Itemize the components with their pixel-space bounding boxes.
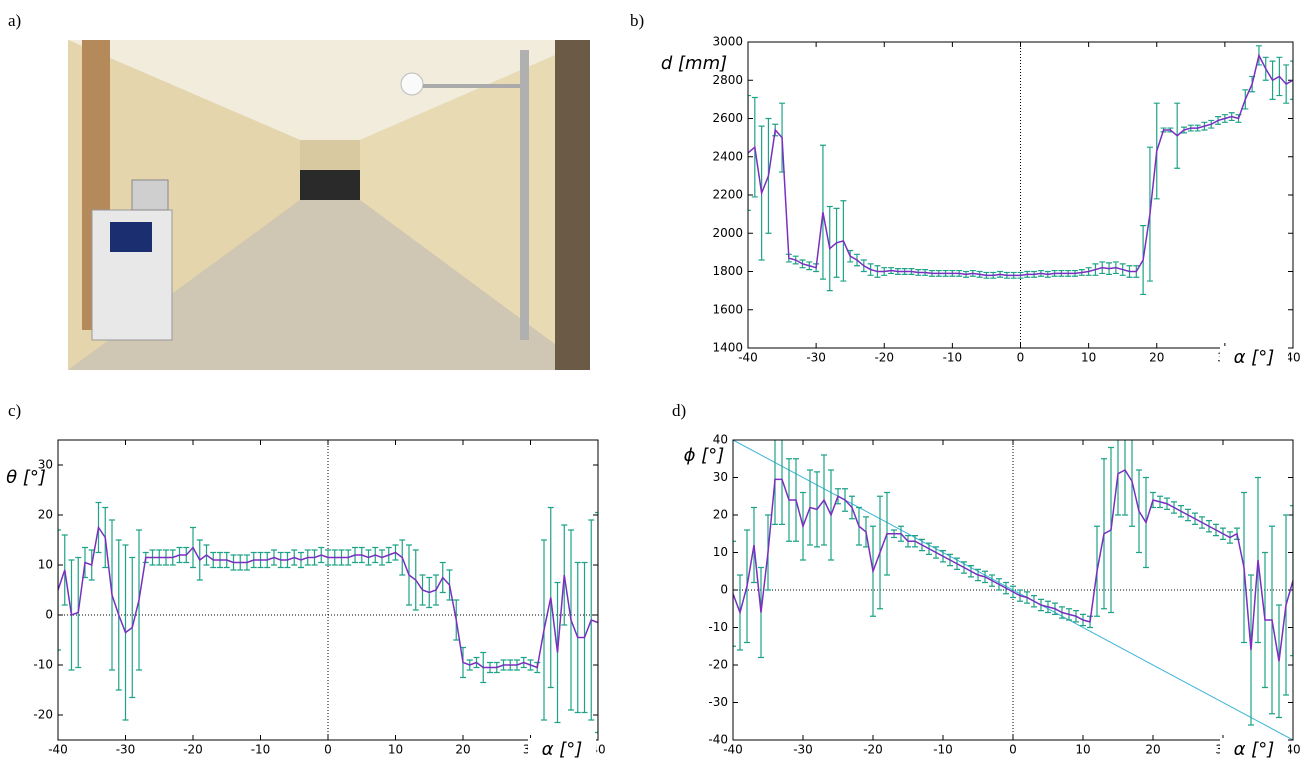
y-axis-label: θ [°] (6, 467, 46, 488)
floor (68, 200, 590, 370)
photo (68, 40, 590, 370)
x-label-bg (1220, 346, 1288, 368)
y-tick-label: 2000 (712, 226, 743, 240)
x-tick-label: -10 (251, 743, 271, 757)
x-tick-label: 10 (1075, 743, 1090, 757)
data-line (733, 469, 1293, 662)
stand (520, 50, 529, 340)
y-tick-label: 10 (713, 545, 728, 559)
elevator (555, 40, 590, 370)
x-tick-label: 0 (1017, 351, 1025, 365)
y-tick-label: 10 (38, 558, 53, 572)
plot-frame (747, 41, 1294, 349)
x-tick-label: 0 (1009, 743, 1017, 757)
y-tick-label: 0 (720, 583, 728, 597)
error-bar (748, 94, 751, 211)
y-tick-label: -30 (708, 695, 728, 709)
laptop (110, 222, 152, 252)
x-tick-label: 0 (324, 743, 332, 757)
x-tick-label: 10 (1081, 351, 1096, 365)
panel-label: d) (672, 401, 686, 420)
y-tick-label: 2200 (712, 188, 743, 202)
error-bar (1290, 60, 1293, 100)
far-window (300, 170, 360, 200)
x-axis-label: α [°] (542, 739, 583, 760)
panel-label: a) (8, 11, 21, 30)
right-wall (360, 40, 590, 370)
y-axis-label: ϕ [°] (684, 445, 725, 466)
y-tick-label: 2800 (712, 73, 743, 87)
ceiling (68, 40, 590, 140)
y-tick-label: 20 (38, 508, 53, 522)
data-line (748, 53, 1293, 277)
y-tick-label: -10 (708, 620, 728, 634)
plot-area (748, 42, 1293, 348)
panel-label: c) (8, 401, 21, 420)
device (131, 179, 169, 211)
x-tick-label: -40 (723, 743, 743, 757)
panel-label: b) (630, 11, 644, 30)
x-tick-label: -20 (863, 743, 883, 757)
x-tick-label: -20 (874, 351, 894, 365)
error-bar (1290, 505, 1293, 657)
x-tick-label: 10 (388, 743, 403, 757)
y-tick-label: 2400 (712, 149, 743, 163)
y-tick-label: 30 (38, 458, 53, 472)
x-tick-label: -40 (738, 351, 758, 365)
error-bar (595, 511, 598, 734)
x-axis-label: α [°] (1234, 739, 1275, 760)
y-tick-label: 1800 (712, 264, 743, 278)
x-tick-label: -30 (793, 743, 813, 757)
y-tick-label: -10 (33, 658, 53, 672)
data-line (58, 525, 598, 669)
x-tick-label: -40 (48, 743, 68, 757)
y-tick-label: 1600 (712, 302, 743, 316)
x-tick-label: 40 (1285, 743, 1300, 757)
x-tick-label: 20 (1145, 743, 1160, 757)
y-tick-label: 3000 (712, 35, 743, 49)
y-tick-label: 20 (713, 508, 728, 522)
plot-area (58, 440, 598, 740)
error-bar (733, 540, 736, 647)
y-tick-label: 30 (713, 470, 728, 484)
x-tick-label: 40 (1285, 351, 1300, 365)
y-tick-label: -20 (33, 708, 53, 722)
sensor-ball (400, 72, 424, 96)
x-tick-label: -10 (943, 351, 963, 365)
x-tick-label: -20 (183, 743, 203, 757)
x-tick-label: -30 (116, 743, 136, 757)
plot-frame (732, 439, 1294, 741)
error-bar (58, 529, 61, 651)
y-tick-label: 1400 (712, 341, 743, 355)
plot-frame (57, 439, 599, 741)
y-tick-label: 0 (45, 608, 53, 622)
plot-area (733, 440, 1293, 740)
x-label-bg (1220, 738, 1288, 760)
x-label-bg (528, 738, 596, 760)
x-tick-label: -10 (933, 743, 953, 757)
x-tick-label: -30 (806, 351, 826, 365)
x-tick-label: 20 (455, 743, 470, 757)
y-tick-label: 2600 (712, 111, 743, 125)
x-axis-label: α [°] (1234, 347, 1275, 368)
y-tick-label: -20 (708, 658, 728, 672)
y-tick-label: -40 (708, 733, 728, 747)
x-tick-label: 20 (1149, 351, 1164, 365)
y-tick-label: 40 (713, 433, 728, 447)
y-axis-label: d [mm] (661, 53, 727, 74)
